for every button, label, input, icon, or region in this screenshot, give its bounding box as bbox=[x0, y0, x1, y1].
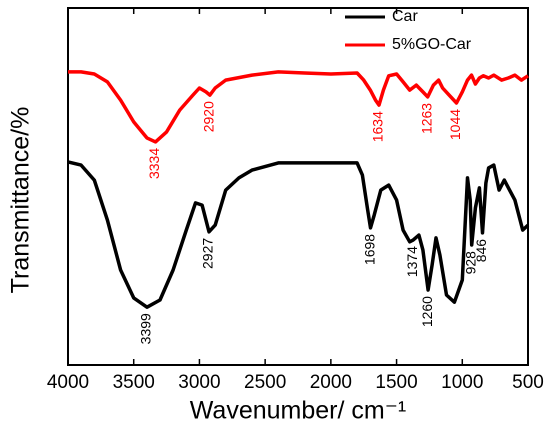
x-tick-label: 2000 bbox=[310, 372, 352, 393]
peak-label: 1698 bbox=[361, 234, 377, 265]
peak-label: 3334 bbox=[146, 148, 162, 179]
legend-label: Car bbox=[392, 8, 418, 25]
series-line bbox=[67, 160, 530, 309]
plot-frame bbox=[67, 7, 529, 366]
x-tick-label: 4000 bbox=[47, 372, 89, 393]
x-tick-label: 3000 bbox=[178, 372, 220, 393]
peak-label: 2927 bbox=[200, 238, 216, 269]
peak-label: 928 bbox=[462, 251, 478, 275]
peak-label: 1260 bbox=[419, 296, 435, 327]
peak-label: 2920 bbox=[201, 101, 217, 132]
legend-label: 5%GO-Car bbox=[392, 36, 472, 53]
peak-label: 3399 bbox=[138, 313, 154, 344]
x-tick-label: 2500 bbox=[244, 372, 286, 393]
peak-label: 846 bbox=[473, 239, 489, 263]
peak-label: 1634 bbox=[370, 111, 386, 142]
series-line bbox=[68, 70, 529, 144]
peak-label: 1374 bbox=[404, 246, 420, 277]
peak-label: 1263 bbox=[418, 103, 434, 134]
x-axis-label: Wavenumber/ cm⁻¹ bbox=[190, 397, 406, 425]
x-tick-label: 1500 bbox=[375, 372, 417, 393]
x-tick-label: 3500 bbox=[113, 372, 155, 393]
peak-label: 1044 bbox=[447, 109, 463, 140]
y-axis-label: Transmittance/% bbox=[7, 107, 35, 294]
x-tick-label: 500 bbox=[512, 372, 544, 393]
x-tick-label: 1000 bbox=[441, 372, 483, 393]
